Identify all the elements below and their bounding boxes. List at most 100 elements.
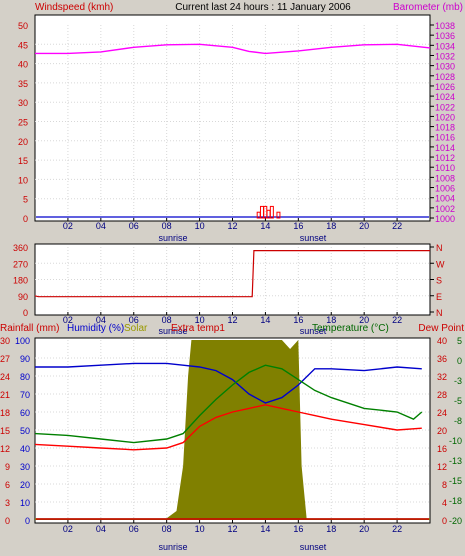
dewpoint-tick: 5 [457,336,462,346]
legend-humidity: Humidity (%) [67,323,124,334]
p1-right-tick: 1002 [435,204,455,214]
temperature-tick: 4 [442,498,447,508]
p3-x-tick: 02 [63,524,73,534]
humidity-tick: 70 [20,390,30,400]
humidity-tick: 100 [15,336,30,346]
temperature-tick: 20 [437,426,447,436]
p1-right-tick: 1010 [435,163,455,173]
panel1-series [35,43,431,219]
rain-tick: 24 [0,372,10,382]
p3-x-tick: 04 [96,524,106,534]
p1-x-tick: 16 [293,221,303,231]
legend-solar: Solar [124,323,148,334]
panel3-series [34,340,430,520]
p1-right-tick: 1020 [435,112,455,122]
p3-x-tick: 22 [392,524,402,534]
temperature-tick: 40 [437,336,447,346]
p1-left-tick: 10 [18,175,28,185]
p1-left-tick: 50 [18,21,28,31]
p1-left-tick: 20 [18,137,28,147]
legend-rainfall: Rainfall (mm) [0,323,59,334]
p1-right-tick: 1022 [435,102,455,112]
p1-right-tick: 1018 [435,123,455,133]
p1-x-tick: 02 [63,221,73,231]
panel2-grid [35,247,430,312]
temperature-tick: 28 [437,390,447,400]
p1-x-tick: 08 [162,221,172,231]
temperature-tick: 8 [442,480,447,490]
p2-left-tick: 180 [13,276,28,286]
p2-right-tick: E [436,292,442,302]
panel1-right-tick-labels: 1038103610341032103010281026102410221020… [430,21,455,224]
p1-x-tick: 20 [359,221,369,231]
p1-x-tick: 04 [96,221,106,231]
panel2-left-tick-labels: 360 270 180 90 0 [13,243,28,318]
p1-x-tick: 06 [129,221,139,231]
rain-tick: 30 [0,336,10,346]
p1-left-tick: 45 [18,40,28,50]
p1-right-tick: 1006 [435,184,455,194]
p1-right-tick: 1034 [435,41,455,51]
rain-tick: 27 [0,354,10,364]
panel2-sunrise-label: sunrise [158,326,187,336]
dewpoint-tick: -5 [454,396,462,406]
dewpoint-tick: 0 [457,356,462,366]
p2-x-tick: 10 [195,315,205,325]
dewpoint-tick: -10 [449,436,462,446]
panel1-sunrise-label: sunrise [158,233,187,243]
p1-left-tick: 0 [23,214,28,224]
rain-tick: 12 [0,444,10,454]
p1-right-tick: 1036 [435,31,455,41]
rain-tick: 18 [0,408,10,418]
dewpoint-tick: -18 [449,496,462,506]
p1-left-tick: 35 [18,79,28,89]
p2-left-tick: 0 [23,308,28,318]
dewpoint-tick: -3 [454,376,462,386]
p3-x-tick: 18 [326,524,336,534]
dewpoint-tick: -20 [449,516,462,526]
p3-x-tick: 06 [129,524,139,534]
panel3-dewpoint-tick-labels: 5 0 -3 -5 -8 -10 -13 -15 -18 -20 [449,336,462,526]
p2-left-tick: 90 [18,292,28,302]
humidity-tick: 40 [20,444,30,454]
temperature-tick: 0 [442,516,447,526]
p1-right-tick: 1014 [435,143,455,153]
p2-x-tick: 18 [326,315,336,325]
p3-x-tick: 12 [227,524,237,534]
legend-dew-point: Dew Point [418,323,464,334]
p2-x-tick: 22 [392,315,402,325]
panel2-series [34,250,430,298]
rain-tick: 3 [5,498,10,508]
temperature-tick: 12 [437,462,447,472]
humidity-tick: 20 [20,480,30,490]
legend-extra-temp1: Extra temp1 [171,323,225,334]
humidity-tick: 30 [20,462,30,472]
temperature-tick: 36 [437,354,447,364]
temperature-tick: 32 [437,372,447,382]
dewpoint-tick: -15 [449,476,462,486]
panel2-x-tick-labels: 02 04 06 08 10 12 14 16 18 20 22 [63,312,402,325]
rain-tick: 0 [5,516,10,526]
p1-x-tick: 18 [326,221,336,231]
temperature-c-line [34,364,423,444]
p1-right-tick: 1028 [435,72,455,82]
p2-x-tick: 16 [293,315,303,325]
p1-right-tick: 1016 [435,133,455,143]
humidity-line [35,362,422,404]
rain-tick: 6 [5,480,10,490]
p1-x-tick: 12 [227,221,237,231]
p3-x-tick: 20 [359,524,369,534]
p2-right-tick: N [436,308,443,318]
p1-right-tick: 1026 [435,82,455,92]
barometer-line [35,43,431,55]
p1-right-tick: 1024 [435,92,455,102]
rain-tick: 21 [0,390,10,400]
wind-direction-line [34,250,430,298]
humidity-tick: 0 [25,516,30,526]
panel1-x-tick-labels: 02 04 06 08 10 12 14 16 18 20 22 [63,218,402,231]
p2-right-tick: S [436,276,442,286]
